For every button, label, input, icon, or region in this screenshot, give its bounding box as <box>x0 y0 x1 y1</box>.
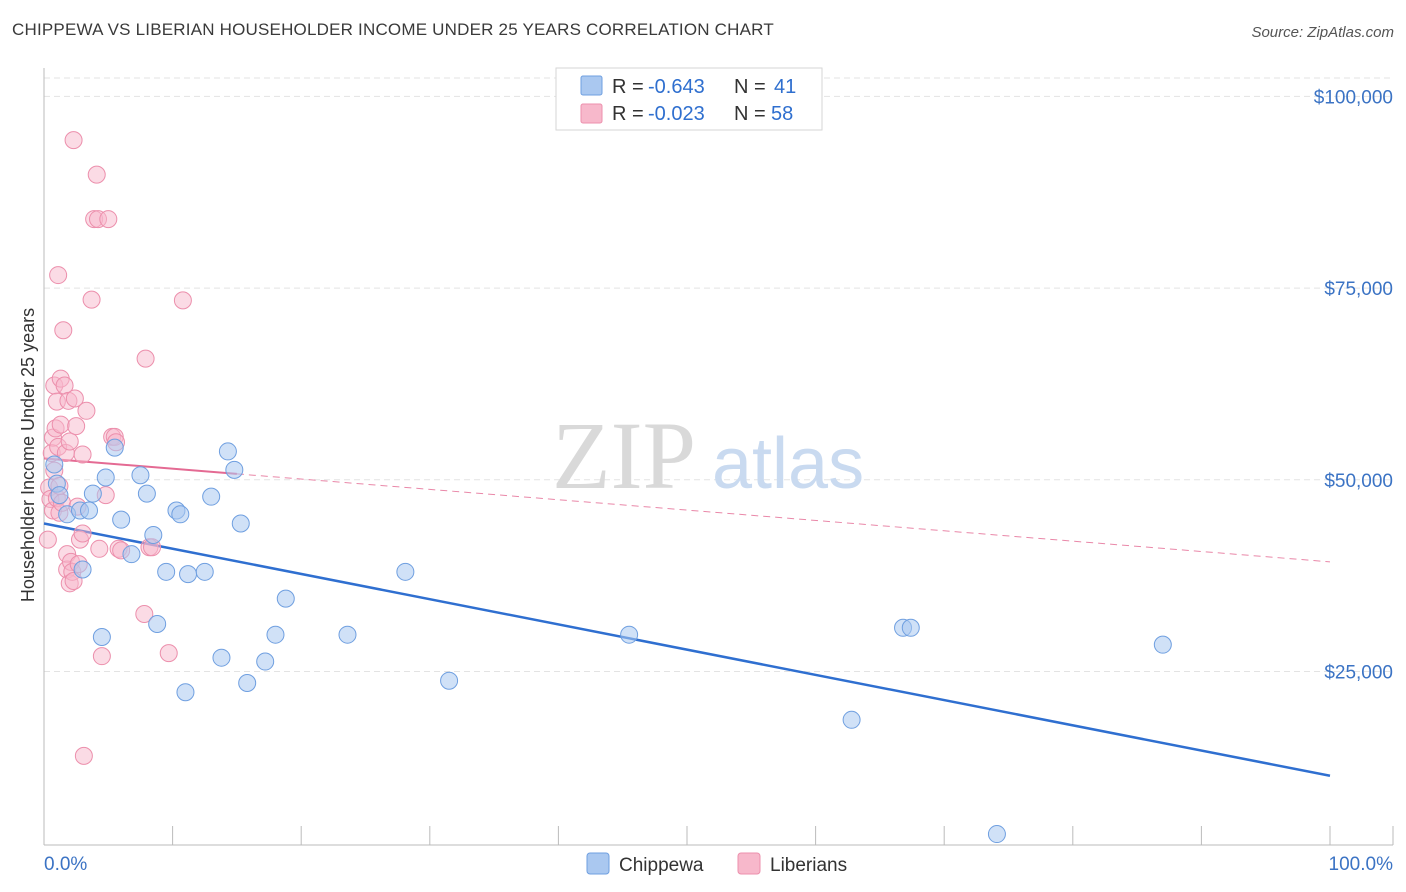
correlation-legend: R = -0.643 N = 41 R = -0.023 N = 58 <box>555 67 823 131</box>
chippewa-point <box>225 460 244 479</box>
y-tick-label: $25,000 <box>1324 663 1393 684</box>
chippewa-point <box>157 562 176 581</box>
chippewa-point <box>80 501 99 520</box>
chippewa-point <box>276 589 295 608</box>
chippewa-point <box>73 560 92 579</box>
x-ticks <box>43 826 1394 845</box>
chippewa-point <box>105 438 124 457</box>
liberian-point <box>173 291 192 310</box>
x-tick-labels: 0.0% 100.0% <box>44 854 1393 875</box>
y-tick-labels: $25,000 $50,000 $75,000 $100,000 <box>1314 87 1393 683</box>
liberian-trend-line-solid <box>43 457 237 475</box>
grid-lines <box>44 77 1393 672</box>
legend-n-label-liberian: N = <box>734 103 766 125</box>
liberian-point <box>67 417 86 436</box>
chippewa-point <box>176 683 195 702</box>
liberian-trend-line-dashed <box>236 473 1331 563</box>
series-legend-swatch-chippewa <box>586 852 610 875</box>
legend-r-value-chippewa: -0.643 <box>648 76 705 98</box>
chippewa-point <box>238 674 257 693</box>
chippewa-point <box>620 625 639 644</box>
legend-n-value-liberian: 58 <box>771 103 793 125</box>
series-legend-swatch-liberians <box>737 852 761 875</box>
chippewa-point <box>179 565 198 584</box>
chippewa-point <box>144 526 163 545</box>
chippewa-point <box>50 486 69 505</box>
chippewa-point <box>96 468 115 487</box>
liberian-point <box>87 165 106 184</box>
y-axis-title: Householder Income Under 25 years <box>18 308 38 602</box>
legend-n-label-chippewa: N = <box>734 76 766 98</box>
liberian-point <box>136 349 155 368</box>
liberian-point <box>73 445 92 464</box>
watermark-zip: ZIP <box>552 402 696 509</box>
chippewa-point <box>212 648 231 667</box>
liberian-point <box>49 266 68 285</box>
liberian-point <box>64 131 83 150</box>
legend-r-label-chippewa: R = <box>612 76 644 98</box>
chippewa-trend-line <box>43 522 1331 778</box>
chippewa-point <box>195 562 214 581</box>
chippewa-point <box>901 618 920 637</box>
chippewa-point <box>396 562 415 581</box>
liberian-point <box>82 290 101 309</box>
trend-lines <box>43 457 1331 778</box>
chippewa-point <box>92 627 111 646</box>
chippewa-point <box>218 442 237 461</box>
chippewa-point <box>440 671 459 690</box>
liberian-point <box>65 389 84 408</box>
source-credit: Source: ZipAtlas.com <box>1251 24 1394 41</box>
chippewa-point <box>45 455 64 474</box>
liberian-point <box>54 321 73 340</box>
chippewa-point <box>122 545 141 564</box>
liberian-point <box>77 401 96 420</box>
liberian-point <box>74 746 93 765</box>
legend-r-label-liberian: R = <box>612 103 644 125</box>
chippewa-points <box>45 438 1172 844</box>
chippewa-point <box>171 505 190 524</box>
x-tick-label-max: 100.0% <box>1329 854 1394 875</box>
chippewa-point <box>131 466 150 485</box>
chippewa-point <box>987 825 1006 844</box>
chippewa-point <box>338 625 357 644</box>
chart-title: CHIPPEWA VS LIBERIAN HOUSEHOLDER INCOME … <box>12 20 774 39</box>
liberian-point <box>92 647 111 666</box>
legend-n-value-chippewa: 41 <box>774 76 796 98</box>
liberian-point <box>135 604 154 623</box>
chippewa-point <box>137 484 156 503</box>
chippewa-point <box>256 652 275 671</box>
chippewa-point <box>202 487 221 506</box>
liberian-point <box>38 530 57 549</box>
y-tick-label: $75,000 <box>1324 279 1393 300</box>
chippewa-point <box>1153 635 1172 654</box>
liberian-point <box>51 415 70 434</box>
liberian-point <box>159 644 178 663</box>
series-legend-label-chippewa: Chippewa <box>619 855 704 876</box>
x-tick-label-min: 0.0% <box>44 854 87 875</box>
series-legend-label-liberians: Liberians <box>770 855 847 876</box>
series-legend: Chippewa Liberians <box>586 852 847 876</box>
liberian-point <box>73 524 92 543</box>
liberian-point <box>99 210 118 229</box>
chippewa-point <box>266 625 285 644</box>
liberian-point <box>60 432 79 451</box>
legend-swatch-liberian <box>580 103 603 124</box>
chippewa-point <box>148 614 167 633</box>
watermark: ZIP atlas <box>552 402 864 509</box>
legend-r-value-liberian: -0.023 <box>648 103 705 125</box>
chippewa-point <box>112 510 131 529</box>
y-tick-label: $50,000 <box>1324 471 1393 492</box>
legend-swatch-chippewa <box>580 75 603 96</box>
liberian-points <box>38 131 192 765</box>
watermark-atlas: atlas <box>712 424 864 504</box>
liberian-point <box>90 539 109 558</box>
y-tick-label: $100,000 <box>1314 87 1393 108</box>
chippewa-point <box>83 484 102 503</box>
chippewa-point <box>231 514 250 533</box>
chippewa-point <box>842 710 861 729</box>
